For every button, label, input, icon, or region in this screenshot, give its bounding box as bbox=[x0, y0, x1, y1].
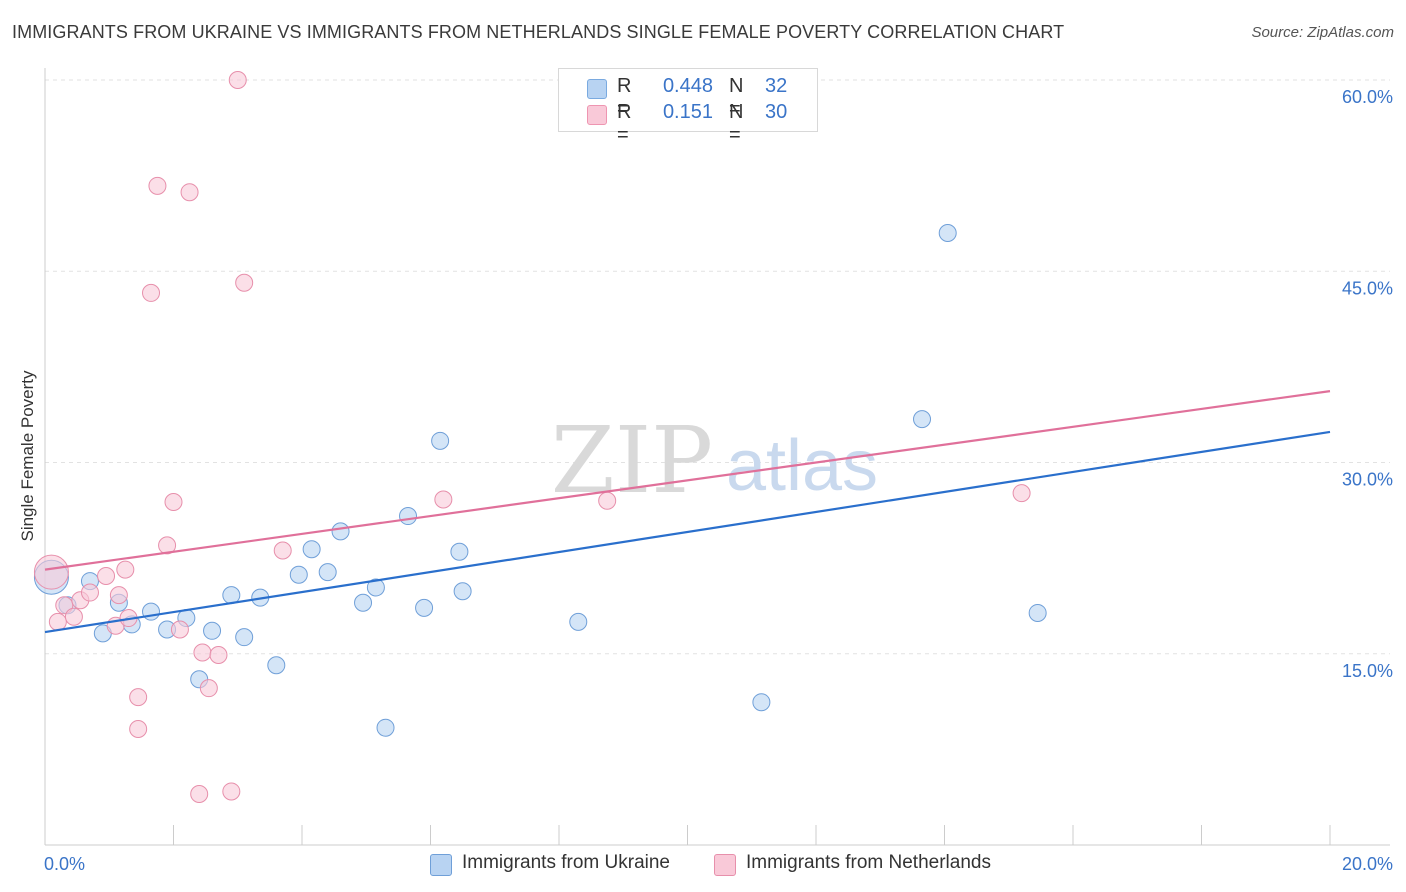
y-tick-label: 15.0% bbox=[1342, 661, 1393, 681]
ukraine-point bbox=[913, 410, 932, 429]
legend-n-label: N = bbox=[729, 101, 744, 146]
netherlands-point bbox=[193, 643, 212, 662]
watermark-atlas: atlas bbox=[726, 426, 878, 506]
ukraine-point bbox=[331, 522, 350, 541]
ukraine-point bbox=[938, 224, 957, 242]
netherlands-point bbox=[209, 646, 228, 665]
legend-n-value: 32 bbox=[765, 75, 788, 97]
ukraine-point bbox=[289, 565, 308, 584]
ukraine-point bbox=[399, 507, 418, 526]
ukraine-point bbox=[318, 563, 337, 582]
x-tick-label: 20.0% bbox=[1342, 854, 1393, 874]
ukraine-point bbox=[203, 621, 222, 640]
netherlands-trend-line bbox=[44, 390, 1331, 571]
watermark-zip: ZIP bbox=[551, 407, 713, 514]
netherlands-point bbox=[158, 536, 177, 555]
y-tick-label: 30.0% bbox=[1342, 470, 1393, 490]
netherlands-point bbox=[80, 583, 99, 602]
legend-r-label: R = bbox=[617, 101, 632, 146]
ukraine-point bbox=[415, 598, 434, 617]
netherlands-point bbox=[170, 620, 189, 639]
netherlands-point bbox=[228, 71, 247, 89]
legend-r-value: 0.448 bbox=[662, 75, 713, 97]
netherlands-point bbox=[55, 596, 74, 615]
netherlands-point bbox=[180, 183, 199, 202]
legend-label-ukraine: Immigrants from Ukraine bbox=[462, 852, 670, 873]
netherlands-point bbox=[1012, 484, 1031, 503]
ukraine-point bbox=[354, 593, 373, 612]
ukraine-point bbox=[142, 602, 161, 621]
ukraine-trend-line bbox=[44, 430, 1331, 634]
netherlands-point bbox=[129, 688, 148, 707]
ukraine-point bbox=[376, 718, 395, 737]
x-tick-label: 0.0% bbox=[44, 854, 85, 874]
legend-swatch-ukraine bbox=[430, 854, 452, 876]
legend-r-value: 0.151 bbox=[662, 101, 713, 123]
legend-swatch-netherlands bbox=[714, 854, 736, 876]
netherlands-point bbox=[434, 490, 453, 509]
netherlands-point bbox=[148, 176, 167, 195]
correlation-legend: R = 0.448 N = 32 R = 0.151 N = 30 bbox=[558, 68, 818, 146]
netherlands-point bbox=[97, 566, 116, 585]
netherlands-point bbox=[64, 607, 83, 626]
ukraine-point bbox=[302, 540, 321, 559]
y-tick-label: 60.0% bbox=[1342, 87, 1393, 107]
ukraine-point bbox=[431, 431, 450, 450]
legend-swatch-ukraine bbox=[587, 79, 607, 99]
legend-n-label: N = bbox=[729, 75, 744, 120]
legend-swatch-netherlands bbox=[587, 105, 607, 125]
ukraine-point bbox=[569, 612, 588, 631]
legend-r-label: R = bbox=[617, 75, 632, 120]
ukraine-point bbox=[1028, 603, 1047, 622]
netherlands-point bbox=[116, 560, 135, 579]
ukraine-point bbox=[752, 693, 771, 712]
netherlands-point bbox=[222, 782, 241, 801]
netherlands-point bbox=[273, 541, 292, 560]
netherlands-point bbox=[164, 493, 183, 512]
netherlands-point bbox=[142, 283, 161, 302]
netherlands-point bbox=[199, 679, 218, 698]
chart-title: IMMIGRANTS FROM UKRAINE VS IMMIGRANTS FR… bbox=[12, 22, 1065, 42]
legend-label-netherlands: Immigrants from Netherlands bbox=[746, 852, 991, 873]
y-tick-label: 45.0% bbox=[1342, 278, 1393, 298]
netherlands-point bbox=[33, 554, 69, 590]
ukraine-point bbox=[267, 656, 286, 675]
netherlands-point bbox=[48, 612, 67, 631]
ukraine-point bbox=[453, 582, 472, 601]
ukraine-point bbox=[366, 578, 385, 597]
netherlands-point bbox=[190, 785, 209, 803]
legend-n-value: 30 bbox=[765, 101, 788, 123]
ukraine-point bbox=[235, 628, 254, 647]
netherlands-point bbox=[235, 273, 254, 292]
ukraine-point bbox=[450, 542, 469, 561]
netherlands-point bbox=[109, 586, 128, 605]
source-label: Source: ZipAtlas.com bbox=[1251, 24, 1394, 41]
netherlands-point bbox=[598, 491, 617, 510]
netherlands-point bbox=[129, 719, 148, 738]
